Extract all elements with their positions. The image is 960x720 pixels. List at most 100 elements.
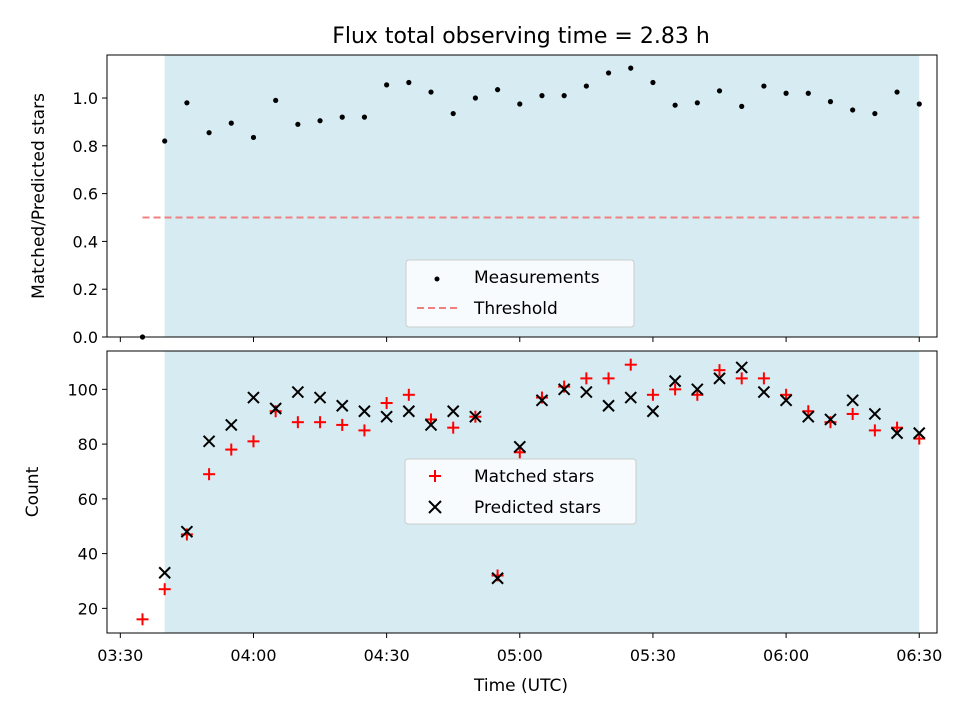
- predicted-stars-point: [202, 435, 216, 448]
- measurements-point: [206, 130, 212, 136]
- predicted-stars-point: [424, 418, 438, 432]
- legend-marker-measurements: [434, 276, 440, 282]
- matched-stars-point: [203, 468, 216, 481]
- measurements-point: [339, 114, 345, 120]
- top-legend-box: [405, 259, 635, 328]
- predicted-stars-point: [580, 385, 593, 399]
- predicted-stars-point: [380, 410, 393, 423]
- bottom-y-tick-label: 60: [78, 490, 98, 509]
- predicted-stars-point: [225, 418, 238, 432]
- measurements-point: [539, 93, 545, 99]
- matched-stars-point: [314, 416, 327, 429]
- predicted-stars-point: [269, 402, 282, 415]
- top-y-tick-label: 0.2: [73, 280, 98, 299]
- predicted-stars-point: [602, 399, 615, 412]
- predicted-stars-point: [802, 410, 815, 423]
- legend-marker-predicted-stars: [428, 500, 442, 514]
- measurements-point: [672, 102, 678, 108]
- matched-stars-point: [380, 397, 393, 410]
- top-y-tick-label: 1.0: [73, 89, 98, 108]
- predicted-stars-point: [646, 405, 660, 418]
- bottom-y-tick-label: 20: [78, 599, 98, 618]
- measurements-point: [472, 95, 478, 101]
- matched-stars-point: [247, 435, 260, 448]
- measurements-point: [228, 120, 234, 126]
- measurements-point: [805, 90, 811, 96]
- measurements-point: [384, 82, 390, 88]
- matched-stars-point: [158, 583, 171, 596]
- x-tick-label: 04:00: [230, 646, 276, 665]
- legend-label-matched-stars: Matched stars: [474, 467, 594, 487]
- bottom-y-axis-label: Count: [23, 466, 43, 517]
- measurements-point: [450, 110, 456, 117]
- measurements-point: [850, 107, 856, 113]
- measurements-point: [761, 83, 767, 89]
- matched-stars-point: [136, 613, 149, 626]
- bottom-y-tick-label: 40: [78, 545, 98, 564]
- top-frame: [106, 54, 938, 338]
- x-tick-label: 03:30: [97, 646, 143, 665]
- legend-label-predicted-stars: Predicted stars: [474, 498, 601, 518]
- matched-stars-point: [669, 383, 682, 396]
- measurements-point: [561, 93, 567, 99]
- bottom-y-tick-label: 80: [78, 435, 98, 454]
- predicted-stars-point: [491, 572, 504, 585]
- bottom-marks: [136, 358, 926, 626]
- x-tick-label: 05:00: [497, 646, 543, 665]
- predicted-stars-point: [402, 405, 416, 418]
- predicted-stars-point: [713, 372, 726, 385]
- bottom-panel: 20 40 60 80 100 03:30 04:00 04:30 05:00 05:30 06:…: [23, 350, 942, 696]
- matched-stars-point: [602, 372, 615, 385]
- predicted-stars-point: [890, 426, 904, 440]
- bottom-legend-box: [404, 458, 637, 525]
- measurements-point: [428, 89, 434, 95]
- bottom-y-tick-label: 100: [67, 380, 98, 399]
- matched-stars-point: [580, 372, 593, 385]
- chart-title: Flux total observing time = 2.83 h: [332, 24, 710, 49]
- top-x-ticks: [119, 337, 920, 342]
- predicted-stars-point: [668, 374, 682, 388]
- predicted-stars-point: [757, 385, 771, 399]
- predicted-stars-point: [868, 407, 882, 421]
- measurements-point: [295, 121, 301, 127]
- measurements-point: [628, 65, 634, 71]
- predicted-stars-point: [358, 405, 371, 418]
- measurements-point: [739, 103, 745, 109]
- measurements-point: [406, 79, 412, 86]
- measurements-point: [694, 100, 700, 106]
- matched-stars-point: [713, 364, 726, 377]
- matched-stars-point: [891, 421, 904, 434]
- predicted-stars-point: [313, 391, 327, 404]
- matched-stars-point: [780, 388, 793, 401]
- matched-stars-point: [624, 358, 637, 371]
- measurements-point: [494, 87, 501, 93]
- top-panel: 0.0 0.2 0.4 0.6 0.8 1.0 Matched/Predicted sta…: [29, 54, 938, 347]
- predicted-stars-point: [846, 394, 859, 407]
- predicted-stars-point: [446, 405, 460, 418]
- predicted-stars-point: [913, 426, 926, 440]
- measurements-point: [361, 114, 368, 120]
- matched-stars-point: [225, 443, 238, 456]
- predicted-stars-point: [557, 383, 571, 396]
- measurements-point: [916, 101, 922, 107]
- predicted-stars-point: [824, 413, 837, 426]
- predicted-stars-point: [291, 385, 305, 399]
- top-y-ticks: 0.0 0.2 0.4 0.6 0.8 1.0: [73, 89, 107, 347]
- matched-stars-point: [513, 446, 526, 459]
- top-legend: Measurements Threshold: [405, 259, 635, 328]
- predicted-stars-point: [180, 525, 194, 538]
- predicted-stars-point: [735, 361, 748, 374]
- predicted-stars-point: [469, 410, 482, 423]
- matched-stars-point: [868, 424, 881, 437]
- measurements-point: [872, 110, 878, 117]
- measurements-point: [827, 99, 834, 105]
- measurements-point: [583, 83, 589, 89]
- bottom-y-ticks: 20 40 60 80 100: [67, 380, 107, 618]
- predicted-stars-point: [336, 399, 349, 412]
- x-tick-label: 04:30: [364, 646, 410, 665]
- top-y-axis-label: Matched/Predicted stars: [29, 93, 49, 299]
- measurements-point: [716, 88, 723, 94]
- top-y-tick-label: 0.6: [73, 185, 98, 204]
- matched-stars-point: [846, 407, 859, 420]
